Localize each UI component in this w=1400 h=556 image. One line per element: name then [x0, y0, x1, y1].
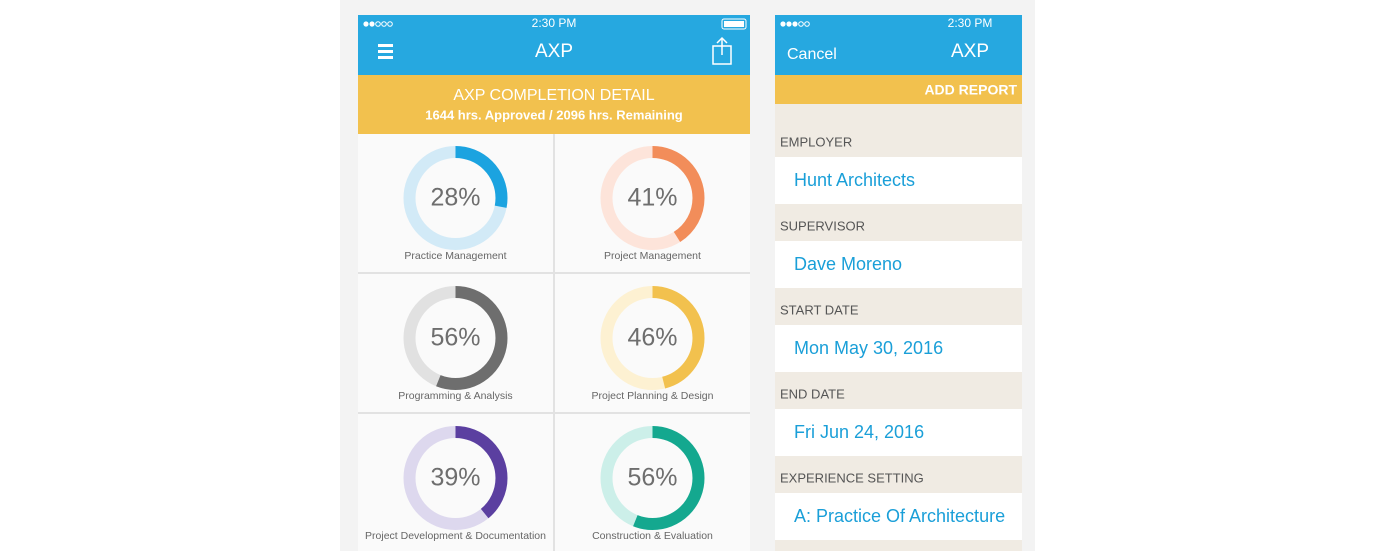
banner [358, 75, 750, 134]
cancel-button[interactable]: Cancel [787, 46, 837, 63]
battery-level [724, 21, 744, 27]
field-label: START DATE [780, 302, 859, 317]
field-value: A: Practice Of Architecture [794, 506, 1005, 526]
donut-arc [403, 426, 508, 530]
field-label: EXPERIENCE SETTING [780, 470, 924, 485]
field-label: END DATE [780, 386, 845, 401]
battery-icon [721, 18, 747, 30]
percent-label: 46% [627, 324, 677, 352]
nav-bar [775, 15, 1022, 75]
donut-arc [403, 146, 508, 250]
percent-label: 39% [430, 464, 480, 492]
add-report-button[interactable]: ADD REPORT [924, 82, 1017, 98]
status-time: 2:30 PM [948, 16, 993, 30]
field-value: Fri Jun 24, 2016 [794, 422, 924, 442]
percent-label: 56% [430, 324, 480, 352]
field-label: EMPLOYER [780, 134, 852, 149]
nav-title: AXP [951, 41, 989, 62]
donut-arc [600, 426, 705, 530]
status-time: 2:30 PM [532, 16, 577, 30]
banner-title: AXP COMPLETION DETAIL [453, 87, 654, 104]
category-label: Practice Management [404, 250, 506, 262]
field-label: SUPERVISOR [780, 218, 865, 233]
field-value: Dave Moreno [794, 254, 902, 274]
donut-arc [403, 286, 508, 390]
signal-icon [363, 21, 393, 27]
menu-button[interactable] [378, 44, 393, 59]
donut-arc [600, 286, 705, 390]
field-row[interactable] [775, 241, 1022, 288]
nav-title: AXP [535, 41, 573, 62]
nav-bar [358, 15, 750, 75]
category-label: Programming & Analysis [398, 390, 512, 402]
field-row[interactable] [775, 157, 1022, 204]
field-row[interactable] [775, 409, 1022, 456]
percent-label: 28% [430, 184, 480, 212]
percent-label: 56% [627, 464, 677, 492]
percent-label: 41% [627, 184, 677, 212]
banner-subtitle: 1644 hrs. Approved / 2096 hrs. Remaining [425, 107, 683, 122]
field-value: Mon May 30, 2016 [794, 338, 943, 358]
field-row[interactable] [775, 493, 1022, 540]
category-label: Construction & Evaluation [592, 530, 713, 542]
signal-icon [780, 21, 810, 27]
field-row[interactable] [775, 325, 1022, 372]
donut-arc [600, 146, 705, 250]
action-bar [775, 75, 1022, 104]
category-label: Project Planning & Design [592, 390, 714, 402]
field-value: Hunt Architects [794, 170, 915, 190]
category-label: Project Management [604, 250, 701, 262]
share-button[interactable] [712, 36, 732, 65]
category-label: Project Development & Documentation [365, 530, 546, 542]
